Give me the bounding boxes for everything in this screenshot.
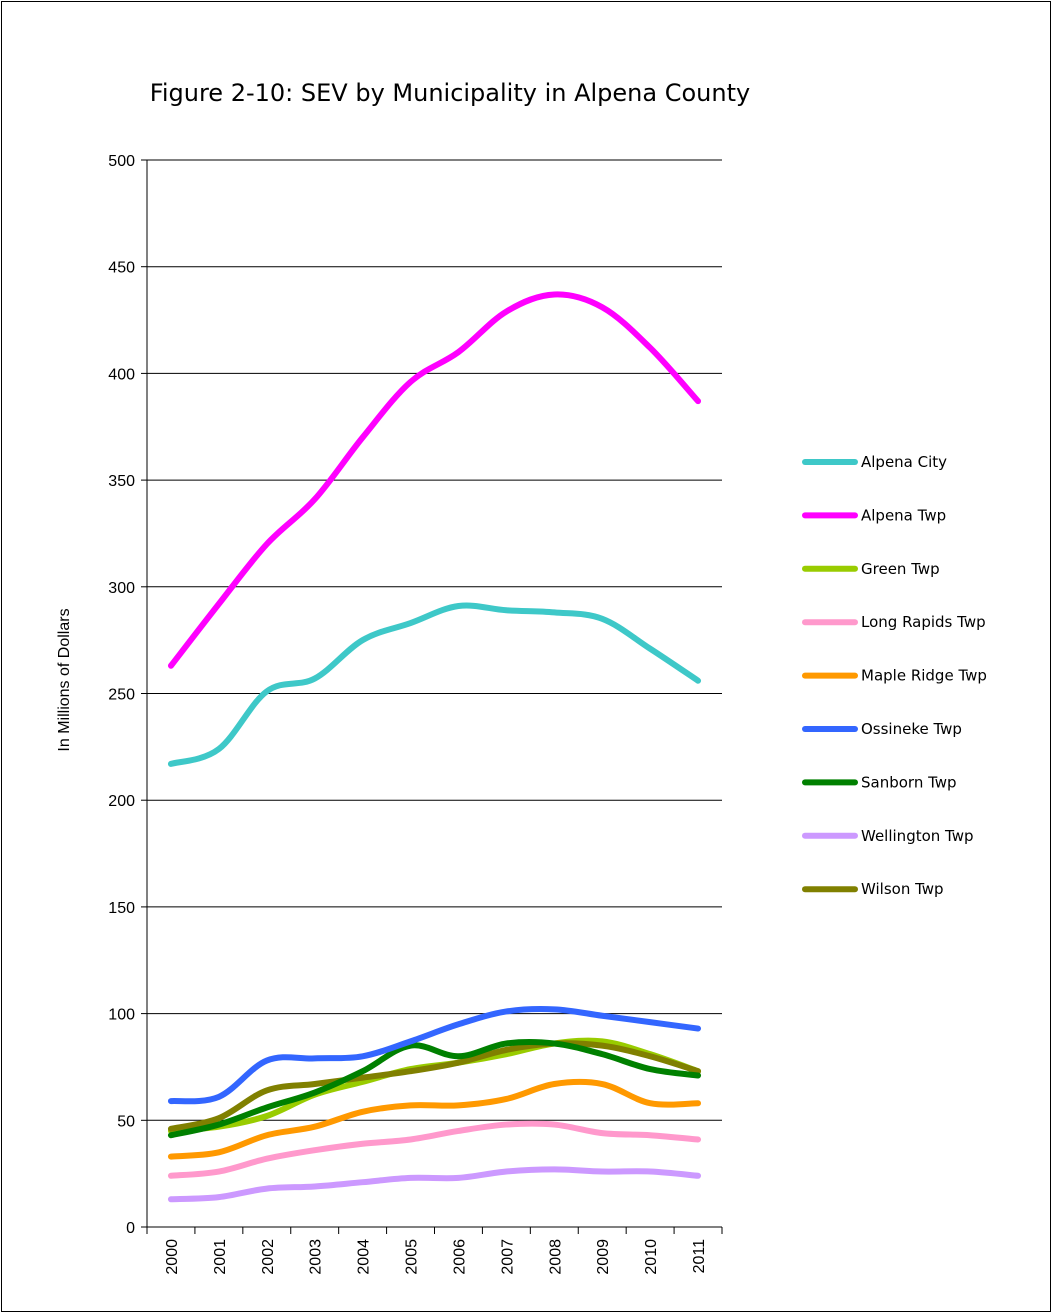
- x-tick-label: 2000: [164, 1239, 181, 1275]
- y-tick-label: 500: [108, 153, 135, 170]
- legend-entry-alpena-twp: Alpena Twp: [802, 506, 946, 524]
- legend-entry-ossineke-twp: Ossineke Twp: [802, 720, 962, 738]
- y-tick-label: 150: [108, 900, 135, 917]
- legend-entry-wilson-twp: Wilson Twp: [802, 880, 944, 898]
- y-tick-label: 200: [108, 793, 135, 810]
- y-tick-label: 250: [108, 687, 135, 704]
- series-line-green-twp: [167, 1037, 702, 1134]
- legend-entry-wellington-twp: Wellington Twp: [802, 827, 974, 845]
- y-tick-label: 0: [126, 1220, 135, 1237]
- legend-entry-maple-ridge-twp: Maple Ridge Twp: [802, 667, 987, 685]
- series-line-wilson-twp: [167, 1040, 702, 1132]
- legend-label: Wellington Twp: [861, 827, 974, 845]
- legend-label: Ossineke Twp: [861, 720, 962, 738]
- legend-label: Long Rapids Twp: [861, 613, 986, 631]
- axes: [141, 159, 723, 1234]
- y-tick-label: 100: [108, 1007, 135, 1024]
- y-axis-label: In Millions of Dollars: [56, 608, 73, 751]
- legend-label: Alpena City: [861, 453, 947, 471]
- y-tick-label: 300: [108, 580, 135, 597]
- x-tick-label: 2005: [404, 1239, 421, 1275]
- legend-label: Sanborn Twp: [861, 773, 957, 791]
- legend-entry-long-rapids-twp: Long Rapids Twp: [802, 613, 986, 631]
- series-line-ossineke-twp: [167, 1006, 702, 1105]
- x-tick-label: 2003: [308, 1239, 325, 1275]
- y-tick-label: 400: [108, 366, 135, 383]
- series-line-alpena-twp: [167, 291, 702, 669]
- x-tick-label: 2010: [643, 1239, 660, 1275]
- legend: Alpena City Alpena Twp Green Twp Long Rapid…: [802, 453, 987, 898]
- y-tick-label: 50: [117, 1113, 135, 1130]
- legend-label: Green Twp: [861, 560, 940, 578]
- x-tick-label: 2004: [356, 1239, 373, 1275]
- legend-entry-sanborn-twp: Sanborn Twp: [802, 773, 957, 791]
- x-tick-label: 2001: [212, 1239, 229, 1275]
- legend-entry-alpena-city: Alpena City: [802, 453, 947, 471]
- x-tick-label: 2007: [499, 1239, 516, 1275]
- series-line-long-rapids-twp: [167, 1120, 702, 1179]
- series-line-maple-ridge-twp: [167, 1078, 702, 1160]
- x-tick-labels: 2000 2001 2002 2003 2004 2005 2006 2007 2008 2009…: [164, 1239, 708, 1275]
- series-lines: [167, 291, 702, 1203]
- legend-label: Maple Ridge Twp: [861, 667, 987, 685]
- series-line-alpena-city: [167, 602, 702, 767]
- series-line-wellington-twp: [167, 1166, 702, 1203]
- x-tick-label: 2002: [260, 1239, 277, 1275]
- legend-label: Alpena Twp: [861, 506, 946, 524]
- x-tick-label: 2006: [451, 1239, 468, 1275]
- y-tick-label: 450: [108, 260, 135, 277]
- series-line-sanborn-twp: [167, 1038, 702, 1139]
- x-tick-label: 2008: [547, 1239, 564, 1275]
- legend-entry-green-twp: Green Twp: [802, 560, 940, 578]
- legend-label: Wilson Twp: [861, 880, 944, 898]
- y-tick-label: 350: [108, 473, 135, 490]
- x-tick-label: 2009: [595, 1239, 612, 1275]
- y-tick-labels: 0 50 100 150 200 250 300 350 400 450 500: [108, 153, 135, 1237]
- chart-title: Figure 2-10: SEV by Municipality in Alpe…: [150, 79, 750, 107]
- x-tick-label: 2011: [691, 1239, 708, 1274]
